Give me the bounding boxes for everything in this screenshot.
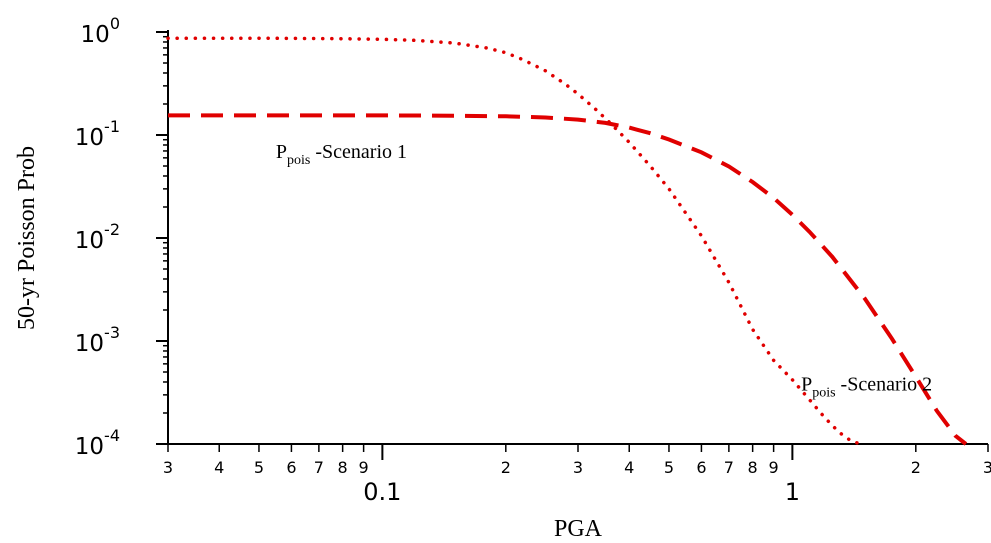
- x-tick-label: 4: [624, 458, 634, 477]
- x-tick-label: 4: [214, 458, 224, 477]
- x-tick-label: 9: [769, 458, 779, 477]
- y-tick-label: 100: [81, 14, 120, 48]
- x-tick-label: 9: [359, 458, 369, 477]
- x-tick-label: 6: [286, 458, 296, 477]
- x-tick-label: 7: [314, 458, 324, 477]
- x-tick-label: 5: [664, 458, 674, 477]
- x-axis-label: PGA: [554, 516, 603, 542]
- x-ticks: 3 4 5 6 7 8 9 2 3 4 5 6 7 8 9 2 30.1 1: [163, 444, 991, 506]
- series-layer: [166, 36, 968, 446]
- x-decade-label: 0.1: [363, 478, 401, 506]
- y-tick-label: 10-3: [75, 323, 120, 357]
- x-tick-label: 3: [573, 458, 583, 477]
- x-tick-label: 8: [338, 458, 348, 477]
- y-tick-label: 10-2: [75, 220, 120, 254]
- x-tick-label: 7: [724, 458, 734, 477]
- y-tick-label: 10-1: [75, 117, 120, 151]
- x-tick-label: 2: [911, 458, 921, 477]
- x-tick-label: 6: [696, 458, 706, 477]
- annotation-layer: Ppois -Scenario 1 Ppois -Scenario 2: [276, 141, 932, 401]
- y-tick-label: 10-4: [75, 426, 120, 460]
- x-decade-label: 1: [785, 478, 800, 506]
- x-tick-label: 3: [983, 458, 991, 477]
- y-ticks: 100 10-1 10-2 10-3 10-4: [75, 14, 168, 460]
- x-tick-label: 8: [748, 458, 758, 477]
- x-tick-label: 5: [254, 458, 264, 477]
- series-dotted-line: [166, 36, 864, 446]
- series-annotation: Ppois -Scenario 1: [276, 141, 407, 168]
- series-annotation: Ppois -Scenario 2: [801, 374, 932, 401]
- series-dashed-line: [168, 113, 968, 446]
- x-tick-label: 2: [501, 458, 511, 477]
- y-axis-label: 50-yr Poisson Prob: [14, 146, 40, 330]
- x-tick-label: 3: [163, 458, 173, 477]
